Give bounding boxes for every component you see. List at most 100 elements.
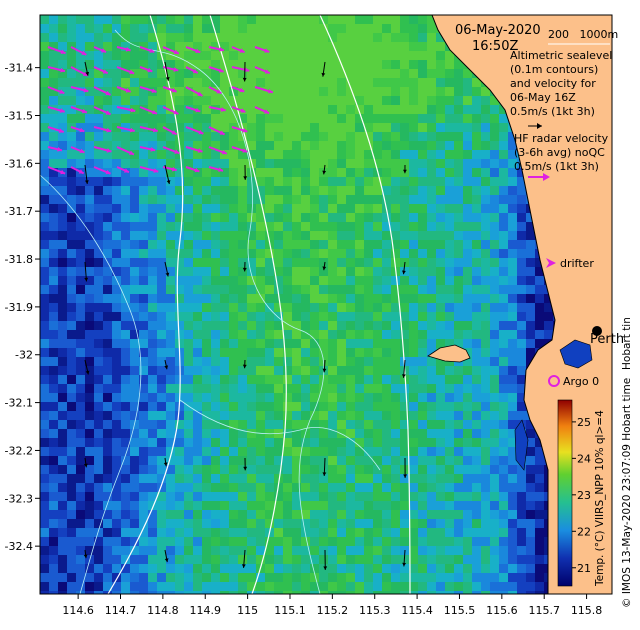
sst-cell <box>103 159 112 168</box>
sst-cell <box>247 303 256 312</box>
sst-cell <box>94 204 103 213</box>
sst-cell <box>121 159 130 168</box>
sst-cell <box>130 285 139 294</box>
sst-cell <box>40 150 49 159</box>
sst-cell <box>400 456 409 465</box>
sst-cell <box>85 393 94 402</box>
sst-cell <box>184 249 193 258</box>
sst-cell <box>166 168 175 177</box>
sst-cell <box>58 312 67 321</box>
sst-cell <box>247 339 256 348</box>
sst-cell <box>58 330 67 339</box>
sst-cell <box>139 267 148 276</box>
sst-cell <box>391 528 400 537</box>
sst-cell <box>256 465 265 474</box>
sst-cell <box>49 456 58 465</box>
sst-cell <box>373 204 382 213</box>
sst-cell <box>238 303 247 312</box>
sst-cell <box>454 519 463 528</box>
sst-cell <box>283 159 292 168</box>
sst-cell <box>220 15 229 24</box>
sst-cell <box>94 177 103 186</box>
sst-cell <box>130 510 139 519</box>
sst-cell <box>67 447 76 456</box>
altimetry-arrowhead <box>164 365 169 370</box>
sst-cell <box>373 321 382 330</box>
sst-cell <box>130 132 139 141</box>
sst-cell <box>76 528 85 537</box>
sst-cell <box>220 168 229 177</box>
sst-cell <box>436 555 445 564</box>
sst-cell <box>337 483 346 492</box>
sst-cell <box>220 519 229 528</box>
sst-cell <box>265 249 274 258</box>
sst-cell <box>148 447 157 456</box>
sst-cell <box>157 222 166 231</box>
sst-cell <box>274 33 283 42</box>
sst-cell <box>211 393 220 402</box>
sst-cell <box>427 123 436 132</box>
sst-cell <box>220 285 229 294</box>
sst-cell <box>328 141 337 150</box>
sst-cell <box>40 519 49 528</box>
sst-cell <box>67 204 76 213</box>
sst-cell <box>274 195 283 204</box>
sst-cell <box>184 177 193 186</box>
sst-cell <box>355 483 364 492</box>
sst-cell <box>382 591 391 594</box>
sst-cell <box>67 438 76 447</box>
sst-cell <box>382 375 391 384</box>
sst-cell <box>499 546 508 555</box>
sst-cell <box>94 303 103 312</box>
sst-cell <box>355 474 364 483</box>
sst-cell <box>436 78 445 87</box>
sst-cell <box>229 546 238 555</box>
sst-cell <box>490 555 499 564</box>
sst-cell <box>508 429 517 438</box>
sst-cell <box>166 114 175 123</box>
sst-cell <box>40 402 49 411</box>
sst-cell <box>328 24 337 33</box>
sst-cell <box>220 483 229 492</box>
sst-cell <box>238 573 247 582</box>
sst-cell <box>337 258 346 267</box>
hf-radar-arrowhead <box>244 67 250 73</box>
sst-cell <box>301 33 310 42</box>
sst-cell <box>265 492 274 501</box>
sst-cell <box>184 258 193 267</box>
sst-cell <box>337 312 346 321</box>
sst-cell <box>130 384 139 393</box>
sst-cell <box>211 456 220 465</box>
sst-cell <box>49 159 58 168</box>
sst-cell <box>103 447 112 456</box>
sst-cell <box>193 312 202 321</box>
sst-cell <box>400 339 409 348</box>
sst-cell <box>148 168 157 177</box>
sst-cell <box>382 141 391 150</box>
sst-cell <box>346 312 355 321</box>
sst-cell <box>103 465 112 474</box>
sst-cell <box>382 564 391 573</box>
sst-cell <box>418 276 427 285</box>
sst-cell <box>229 528 238 537</box>
sst-cell <box>139 69 148 78</box>
sst-cell <box>463 465 472 474</box>
sst-cell <box>76 42 85 51</box>
sst-cell <box>373 186 382 195</box>
colorbar-tick-label: 21 <box>577 562 591 575</box>
sst-cell <box>418 429 427 438</box>
sst-cell <box>130 258 139 267</box>
sst-cell <box>337 204 346 213</box>
sst-cell <box>220 141 229 150</box>
sst-cell <box>337 438 346 447</box>
sst-cell <box>535 465 544 474</box>
sst-cell <box>328 195 337 204</box>
sst-cell <box>301 240 310 249</box>
hf-radar-legend: HF radar velocity (3-6h avg) noQC 0.5m/s… <box>514 132 609 181</box>
sst-cell <box>490 573 499 582</box>
altimetry-line-3: and velocity for <box>510 77 596 90</box>
sst-cell <box>139 321 148 330</box>
sst-cell <box>436 492 445 501</box>
sst-cell <box>229 303 238 312</box>
sst-cell <box>391 105 400 114</box>
